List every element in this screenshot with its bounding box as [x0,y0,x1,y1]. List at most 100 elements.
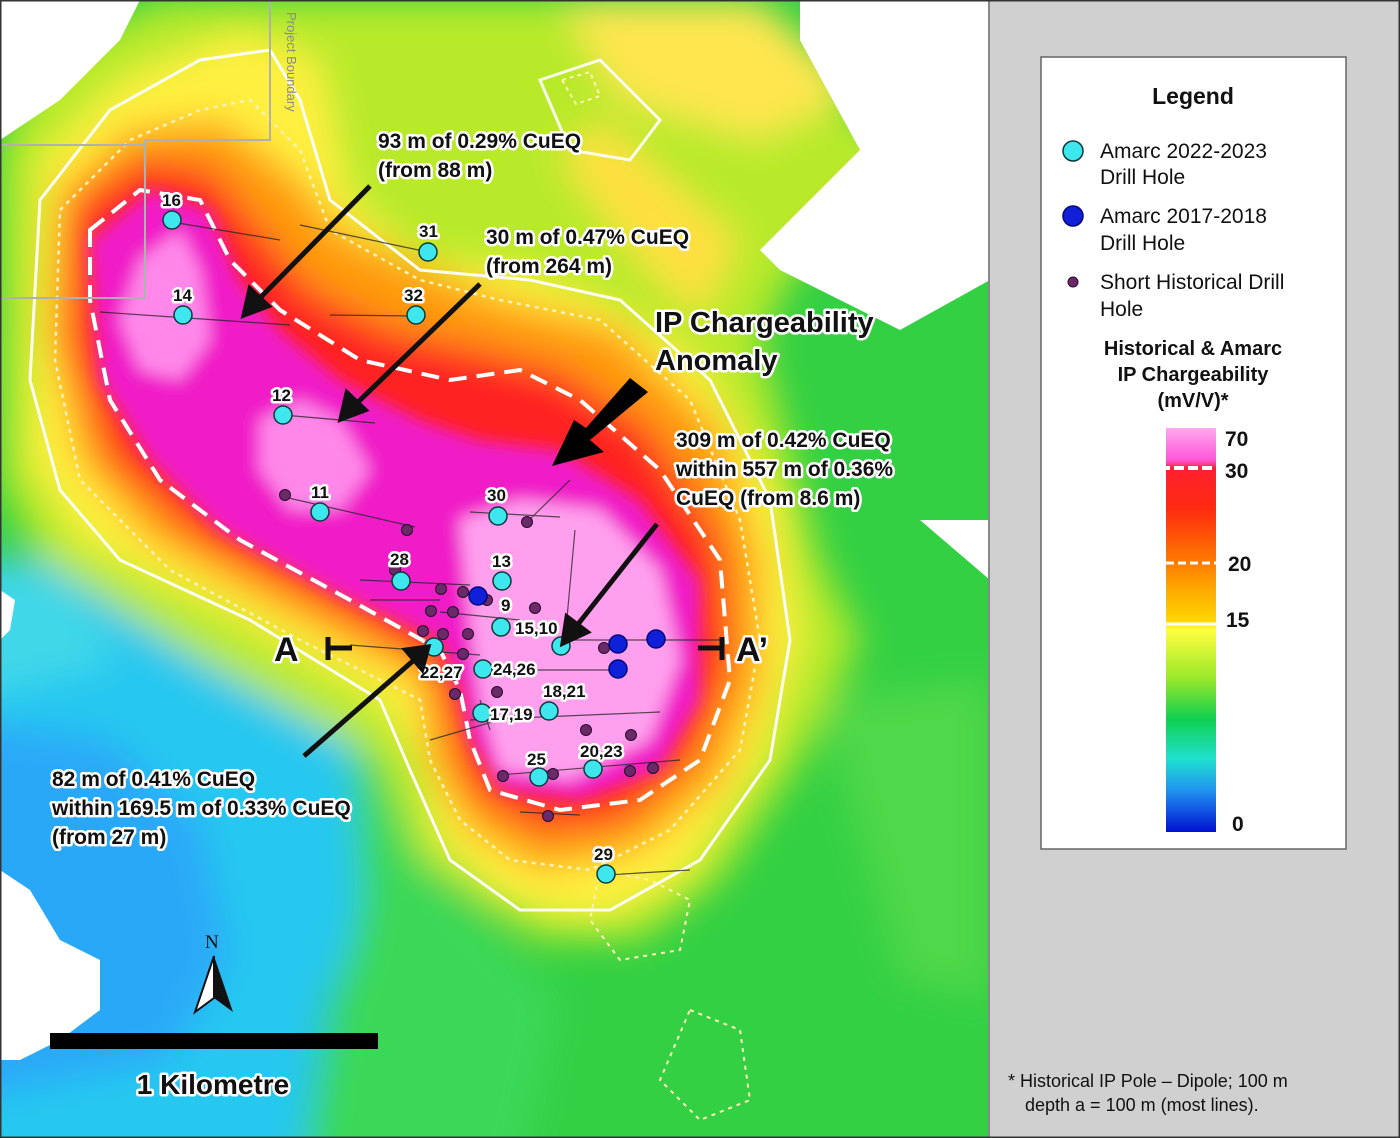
legend-item-historic: Short Historical Drill [1100,271,1284,294]
north-arrow: N [193,932,233,1015]
historic-hole[interactable] [457,586,469,598]
hole-label: 11 [311,483,329,502]
amarc-2022-holes [162,210,616,884]
section-start-marker [325,637,352,660]
cyan-hole-25[interactable] [529,767,549,787]
historic-hole[interactable] [425,605,437,617]
hole-label: 24,26 [493,660,536,679]
footnote-line1: * Historical IP Pole – Dipole; 100 m [1008,1071,1288,1091]
cyan-hole-30[interactable] [488,506,508,526]
legend-tick-70: 70 [1225,428,1248,451]
historic-hole[interactable] [462,628,474,640]
north-label: N [205,932,219,953]
section-end-label: A’ [736,631,768,669]
historic-hole[interactable] [647,762,659,774]
cyan-hole-17-19[interactable] [472,703,492,723]
arrow-30m [353,282,482,407]
north-arrow-right [214,956,233,1012]
hole-label: 30 [487,486,506,505]
amarc-2017-holes [468,586,666,679]
hole-label: 18,21 [543,682,586,701]
hole-label: 17,19 [490,705,533,724]
historic-hole[interactable] [437,628,449,640]
scale-bar: 1 Kilometre [50,1033,378,1103]
historic-hole[interactable] [279,489,291,501]
legend-tick-20: 20 [1228,553,1251,576]
cyan-hole-12[interactable] [273,405,293,425]
anomaly-title-line1: IP Chargeability [655,307,874,339]
scale-bar-rect [50,1033,378,1049]
historic-hole[interactable] [625,729,637,741]
anomaly-title-line2: Anomaly [655,345,777,377]
annotation-82m-line1: 82 m of 0.41% CuEQ [52,768,255,791]
historic-hole[interactable] [435,583,447,595]
contours [28,48,792,1122]
historic-hole[interactable] [457,648,469,660]
hole-label: 32 [404,286,423,305]
historic-hole[interactable] [542,810,554,822]
annotation-labels: 93 m of 0.29% CuEQ (from 88 m) 30 m of 0… [49,128,896,852]
north-arrow-left [193,955,215,1015]
cyan-hole-18-21[interactable] [539,701,559,721]
arrow-309m [573,522,659,630]
annotation-30m-line2: (from 264 m) [486,255,612,278]
hole-label: 20,23 [580,742,623,761]
blue-hole[interactable] [468,586,488,606]
arrow-82m [302,658,416,758]
anomaly-arrow [552,378,648,466]
hole-label: 9 [501,596,510,615]
historic-hole[interactable] [580,724,592,736]
section-line: A A’ [272,629,771,672]
section-start-label: A [274,631,299,669]
cyan-hole-29[interactable] [596,864,616,884]
historic-hole[interactable] [624,765,636,777]
annotation-309m-line1: 309 m of 0.42% CuEQ [676,429,891,452]
hole-label: 12 [272,386,291,405]
legend-item-amarc-2017: Amarc 2017-2018 [1100,205,1267,228]
contour-20-south [588,868,692,962]
cyan-hole-16[interactable] [162,210,182,230]
hole-label: 14 [173,286,192,305]
legend-scale-title-line1: Historical & Amarc [1104,338,1282,360]
cyan-hole-14[interactable] [173,305,193,325]
footnote-line2: depth a = 100 m (most lines). [1025,1095,1259,1115]
cyan-hole-31[interactable] [418,242,438,262]
historic-hole[interactable] [401,524,413,536]
historic-hole[interactable] [521,516,533,528]
cyan-hole-32[interactable] [406,305,426,325]
legend-cyan-symbol [1062,140,1084,162]
cyan-hole-11[interactable] [310,502,330,522]
historic-hole[interactable] [449,669,461,681]
historic-hole[interactable] [491,686,503,698]
cyan-hole-9[interactable] [491,617,511,637]
hole-label: 13 [492,552,511,571]
historic-hole[interactable] [447,606,459,618]
cyan-hole-20-23[interactable] [583,759,603,779]
historic-hole[interactable] [497,770,509,782]
annotation-93m-line2: (from 88 m) [378,159,492,182]
hole-label: 22,27 [420,663,463,682]
legend-scale-title-line3: (mV/V)* [1157,390,1228,412]
historic-hole[interactable] [417,625,429,637]
project-boundary-label: Project Boundary [284,12,299,112]
no-data-area [760,0,988,330]
historic-hole[interactable] [529,602,541,614]
hole-label: 25 [527,750,546,769]
historic-hole[interactable] [547,768,559,780]
legend-item-amarc-2017-line2: Drill Hole [1100,232,1185,255]
legend-color-scale [1166,428,1216,832]
cyan-hole-13[interactable] [492,571,512,591]
cyan-hole-24-26[interactable] [473,659,493,679]
blue-hole[interactable] [608,634,628,654]
historical-holes [279,489,659,822]
historic-hole[interactable] [449,688,461,700]
no-data-area-2 [920,520,988,579]
annotation-309m-line3: CuEQ (from 8.6 m) [676,487,860,510]
hole-label: 16 [162,191,181,210]
historic-hole[interactable] [598,642,610,654]
blue-hole[interactable] [646,629,666,649]
legend-item-historic-line2: Hole [1100,298,1143,321]
cyan-hole-28[interactable] [391,571,411,591]
blue-hole[interactable] [608,659,628,679]
